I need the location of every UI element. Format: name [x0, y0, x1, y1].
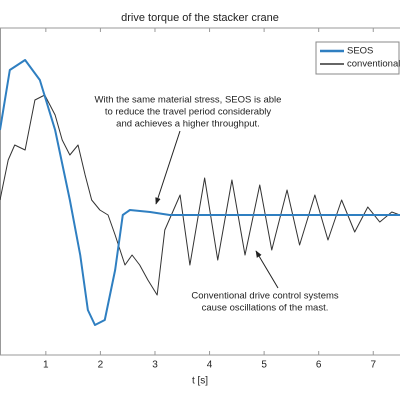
x-tick-label: 1 — [43, 360, 49, 371]
x-tick-label: 7 — [370, 360, 376, 371]
annotation: and achieves a higher throughput. — [116, 119, 260, 130]
series-line — [0, 94, 400, 296]
annotation-arrow — [255, 250, 279, 289]
annotation: to reduce the travel period considerably — [105, 107, 272, 118]
x-tick-label: 6 — [316, 360, 322, 371]
x-tick-label: 4 — [207, 360, 213, 371]
x-tick-label: 3 — [152, 360, 158, 371]
x-tick-label: 5 — [261, 360, 267, 371]
series-line — [0, 59, 400, 326]
annotation: Conventional drive control systems — [191, 291, 339, 302]
x-tick-label: 2 — [98, 360, 104, 371]
annotation: With the same material stress, SEOS is a… — [95, 95, 282, 106]
annotation: cause oscillations of the mast. — [202, 303, 329, 314]
legend-box — [315, 41, 400, 75]
x-axis-label: t [s] — [192, 376, 208, 387]
legend-label: SEOS — [347, 46, 373, 57]
legend-label: conventional — [347, 59, 400, 70]
annotation-arrow — [155, 130, 181, 205]
chart-title: drive torque of the stacker crane — [121, 12, 279, 24]
